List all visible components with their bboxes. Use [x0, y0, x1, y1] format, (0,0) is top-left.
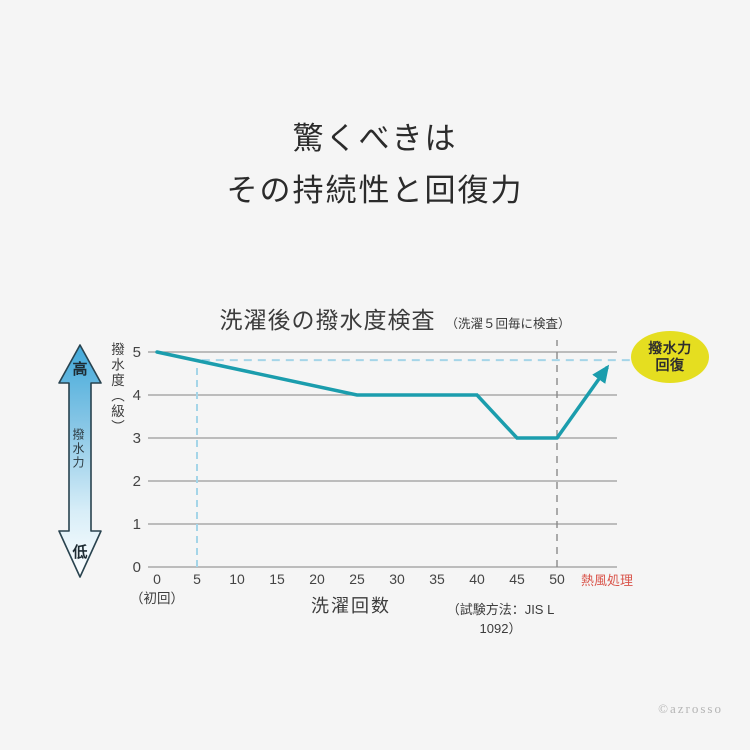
chart-subtitle: （洗濯５回毎に検査）	[445, 317, 571, 331]
x-tick-40: 40	[469, 571, 485, 587]
x-tick-45: 45	[509, 571, 525, 587]
x-tick-30: 30	[389, 571, 405, 587]
watermark: ©azrosso	[658, 701, 723, 716]
recovery-badge-line-1: 撥水力	[648, 340, 692, 357]
heading-line-1: 驚くべきは	[292, 121, 458, 156]
chart-title: 洗濯後の撥水度検査	[219, 307, 436, 333]
chart-title-row: 洗濯後の撥水度検査 （洗濯５回毎に検査）	[40, 301, 750, 335]
repellency-scale-arrow-icon	[58, 344, 102, 578]
heading-line-2: その持続性と回復力	[226, 173, 524, 208]
scale-low-label: 低	[72, 544, 88, 561]
x-tick-20: 20	[309, 571, 325, 587]
recovery-arrow	[555, 364, 610, 440]
x-tick-10: 10	[229, 571, 245, 587]
y-tick-3: 3	[133, 430, 141, 447]
recovery-badge: 撥水力 回復	[631, 331, 709, 383]
x-tick-15: 15	[269, 571, 285, 587]
y-tick-5: 5	[133, 344, 141, 361]
x-tick-25: 25	[349, 571, 365, 587]
x-tick-5: 5	[193, 571, 201, 587]
scale-high-label: 高	[72, 361, 88, 378]
main-heading: 驚くべきは その持続性と回復力	[0, 113, 750, 217]
y-tick-4: 4	[133, 387, 141, 404]
recovery-badge-line-2: 回復	[655, 357, 685, 373]
scale-mid-label: 撥水力	[71, 428, 85, 470]
y-axis-label: 撥水度（級）	[109, 342, 124, 435]
hot-air-treatment-label: 熱風処理	[580, 573, 633, 588]
x-tick-50: 50	[549, 571, 565, 587]
repellency-line	[155, 350, 559, 440]
y-tick-2: 2	[133, 473, 141, 490]
test-method-note: （試験方法：JIS L 1092）	[446, 602, 555, 636]
x-tick-0: 0	[153, 571, 161, 587]
y-tick-0: 0	[133, 559, 141, 576]
double-arrow-shape	[58, 344, 102, 578]
y-tick-1: 1	[133, 516, 141, 533]
x-axis-label: 洗濯回数	[311, 596, 391, 616]
first-wash-note: （初回）	[130, 591, 184, 606]
x-tick-35: 35	[429, 571, 445, 587]
